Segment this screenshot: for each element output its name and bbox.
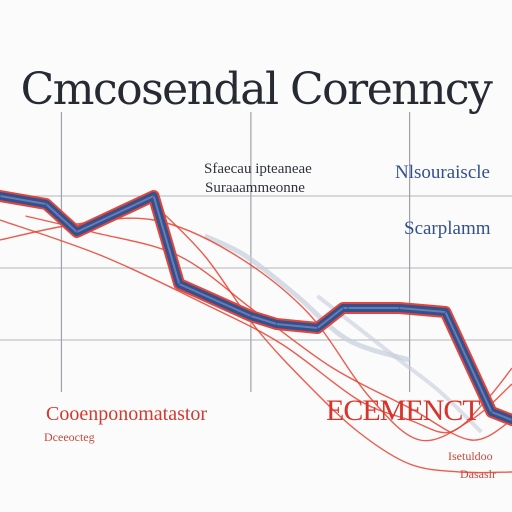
- bottom-left-label-line-1: Cooenponomatastor: [46, 403, 207, 425]
- shadow-band-1: [203, 233, 411, 363]
- main-series-point: [398, 307, 401, 309]
- thin-series-line-3: [25, 215, 512, 441]
- right-note-line-2: Scarplamm: [404, 218, 491, 239]
- main-series-point: [342, 307, 344, 309]
- bottom-right-label-line-1: Isetuldoo: [448, 449, 493, 463]
- main-series-point: [250, 315, 252, 317]
- thin-series-line-2: [0, 219, 512, 434]
- main-series-point: [316, 327, 319, 329]
- chart-title: Cmcosendal Corenncy: [21, 64, 493, 115]
- main-series-point: [275, 323, 278, 325]
- grid-lines: [0, 112, 512, 392]
- shadow-bands: [203, 233, 483, 434]
- main-series-point: [490, 411, 493, 413]
- main-series-point: [152, 195, 155, 197]
- bottom-center-label: ECEMENCT: [326, 394, 480, 427]
- main-series-point: [76, 231, 78, 233]
- right-note-line-1: Nlsouraiscle: [395, 162, 490, 183]
- main-series-group: [0, 190, 512, 426]
- main-series-point: [45, 203, 47, 205]
- bottom-left-label-line-2: Dceeocteg: [44, 430, 95, 444]
- main-series-point: [347, 307, 349, 309]
- shadow-band-2: [316, 294, 483, 434]
- main-series-highlight: [0, 195, 512, 421]
- top-note-line-1: Sfaecau ipteaneae: [204, 161, 312, 177]
- main-series-point: [0, 195, 1, 197]
- thin-series-line-4: [153, 203, 512, 474]
- top-note-line-2: Suraaammeonne: [205, 180, 305, 196]
- thin-series-group: [0, 203, 512, 474]
- bottom-right-label-line-2: Dasaslr: [460, 467, 496, 481]
- main-series-point: [444, 311, 447, 313]
- series-points: [0, 195, 512, 421]
- main-series-point: [178, 283, 180, 285]
